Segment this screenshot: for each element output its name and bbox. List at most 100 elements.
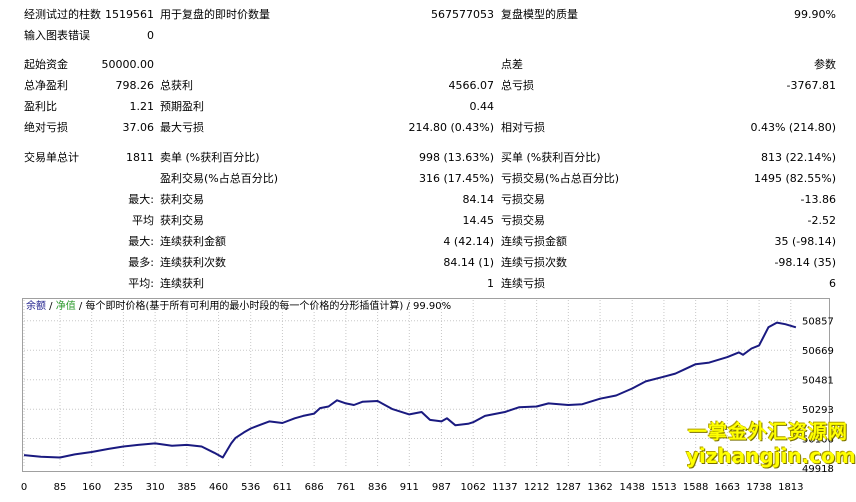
legend-equity: 净值 <box>55 301 76 312</box>
x-tick-label: 1663 <box>715 482 740 493</box>
expected-payoff-value: 0.44 <box>469 100 495 113</box>
x-tick-label: 385 <box>177 482 196 493</box>
x-tick-label: 1287 <box>556 482 581 493</box>
max-consecutive-wins-value: 4 (42.14) <box>443 235 494 248</box>
x-tick-label: 1813 <box>778 482 803 493</box>
largest-loss-trade-value: -13.86 <box>800 193 836 206</box>
legend-sep: / <box>46 301 56 312</box>
y-tick-label: 50481 <box>802 376 834 387</box>
initial-deposit-label: 起始资金 <box>24 58 68 71</box>
max-consecutive-losses-value: 35 (-98.14) <box>774 235 836 248</box>
profit-factor-label: 盈利比 <box>24 100 57 113</box>
total-trades-value: 1811 <box>126 151 154 164</box>
total-net-profit-value: 798.26 <box>115 79 155 92</box>
x-tick-label: 1738 <box>746 482 771 493</box>
maximal-prefix: 最多: <box>128 256 154 269</box>
long-positions-value: 813 (22.14%) <box>760 151 836 164</box>
gross-profit-label: 总获利 <box>160 79 193 92</box>
bars-tested-value: 1519561 <box>105 8 154 21</box>
average-loss-trade-label: 亏损交易 <box>501 214 545 227</box>
modelling-quality-value: 99.90% <box>794 8 836 21</box>
avg-consecutive-losses-value: 6 <box>829 277 836 290</box>
x-tick-label: 85 <box>54 482 67 493</box>
chart-caption-text: / 每个即时价格(基于所有可利用的最小时段的每一个价格的分形插值计算) / 99… <box>75 301 452 312</box>
short-positions-value: 998 (13.63%) <box>418 151 494 164</box>
x-tick-label: 235 <box>114 482 133 493</box>
watermark-chinese: 一掌金外汇资源网 <box>688 421 849 443</box>
max-consecutive-losses-label: 连续亏损金额 <box>501 235 567 248</box>
average-profit-trade-label: 获利交易 <box>160 214 204 227</box>
watermark-url: yizhangjin.com <box>686 444 856 468</box>
initial-deposit-value: 50000.00 <box>101 58 155 71</box>
average-profit-trade-value: 14.45 <box>462 214 495 227</box>
y-tick-label: 50669 <box>802 346 834 357</box>
average-prefix: 平均 <box>132 214 154 227</box>
gross-profit-value: 4566.07 <box>448 79 495 92</box>
largest-prefix: 最大: <box>128 193 154 206</box>
x-tick-label: 1212 <box>524 482 549 493</box>
y-tick-label: 50293 <box>802 405 834 416</box>
max-consecutive-wins-label: 连续获利金额 <box>160 235 226 248</box>
largest-loss-trade-label: 亏损交易 <box>501 193 545 206</box>
x-tick-label: 460 <box>209 482 228 493</box>
average-loss-trade-value: -2.52 <box>807 214 836 227</box>
avg-consecutive-losses-label: 连续亏损 <box>501 277 545 290</box>
maximal-consecutive-loss-label: 连续亏损次数 <box>501 256 567 269</box>
chart-caption: 余额 / 净值 / 每个即时价格(基于所有可利用的最小时段的每一个价格的分形插值… <box>26 300 451 314</box>
relative-drawdown-value: 0.43% (214.80) <box>750 121 836 134</box>
total-trades-label: 交易单总计 <box>24 151 79 164</box>
x-tick-label: 761 <box>336 482 355 493</box>
largest-profit-trade-label: 获利交易 <box>160 193 204 206</box>
mismatched-errors-label: 输入图表错误 <box>24 29 90 42</box>
gross-loss-value: -3767.81 <box>786 79 836 92</box>
maximal-consecutive-profit-label: 连续获利次数 <box>160 256 226 269</box>
avg-consecutive-wins-value: 1 <box>487 277 494 290</box>
legend-balance: 余额 <box>26 301 46 312</box>
x-tick-label: 0 <box>21 482 27 493</box>
profit-factor-value: 1.21 <box>129 100 155 113</box>
x-tick-label: 611 <box>273 482 292 493</box>
profit-trades-value: 316 (17.45%) <box>418 172 494 185</box>
avg-consecutive-prefix: 平均: <box>128 277 154 290</box>
x-tick-label: 1362 <box>587 482 612 493</box>
x-tick-label: 1438 <box>619 482 644 493</box>
maximal-consecutive-profit-value: 84.14 (1) <box>443 256 494 269</box>
x-tick-label: 536 <box>241 482 260 493</box>
gross-loss-label: 总亏损 <box>501 79 534 92</box>
x-tick-label: 1137 <box>492 482 517 493</box>
ticks-modelled-value: 567577053 <box>431 8 494 21</box>
x-tick-label: 1588 <box>683 482 708 493</box>
profit-trades-label: 盈利交易(%占总百分比) <box>160 172 279 185</box>
x-tick-label: 310 <box>146 482 165 493</box>
y-tick-label: 49918 <box>802 464 834 475</box>
x-tick-label: 911 <box>400 482 419 493</box>
x-tick-label: 1062 <box>460 482 485 493</box>
maximal-consecutive-loss-value: -98.14 (35) <box>774 256 836 269</box>
largest-profit-trade-value: 84.14 <box>462 193 495 206</box>
x-tick-label: 160 <box>82 482 101 493</box>
maximum-prefix: 最大: <box>128 235 154 248</box>
mismatched-errors-value: 0 <box>147 29 154 42</box>
ticks-modelled-label: 用于复盘的即时价数量 <box>160 8 270 21</box>
long-positions-label: 买单 (%获利百分比) <box>501 151 601 164</box>
bars-tested-label: 经测试过的柱数 <box>24 8 101 21</box>
y-tick-label: 50857 <box>802 317 834 328</box>
short-positions-label: 卖单 (%获利百分比) <box>160 151 260 164</box>
total-net-profit-label: 总净盈利 <box>24 79 68 92</box>
y-tick-label: 50106 <box>802 435 834 446</box>
absolute-drawdown-value: 37.06 <box>122 121 155 134</box>
absolute-drawdown-label: 绝对亏损 <box>24 121 68 134</box>
maximal-drawdown-label: 最大亏损 <box>160 121 204 134</box>
relative-drawdown-label: 相对亏损 <box>501 121 545 134</box>
avg-consecutive-wins-label: 连续获利 <box>160 277 204 290</box>
x-tick-label: 987 <box>432 482 451 493</box>
x-tick-label: 1513 <box>651 482 676 493</box>
maximal-drawdown-value: 214.80 (0.43%) <box>408 121 494 134</box>
spread-value: 参数 <box>814 58 836 71</box>
x-tick-label: 686 <box>305 482 324 493</box>
expected-payoff-label: 预期盈利 <box>160 100 204 113</box>
loss-trades-value: 1495 (82.55%) <box>753 172 836 185</box>
x-tick-label: 836 <box>368 482 387 493</box>
loss-trades-label: 亏损交易(%占总百分比) <box>501 172 620 185</box>
